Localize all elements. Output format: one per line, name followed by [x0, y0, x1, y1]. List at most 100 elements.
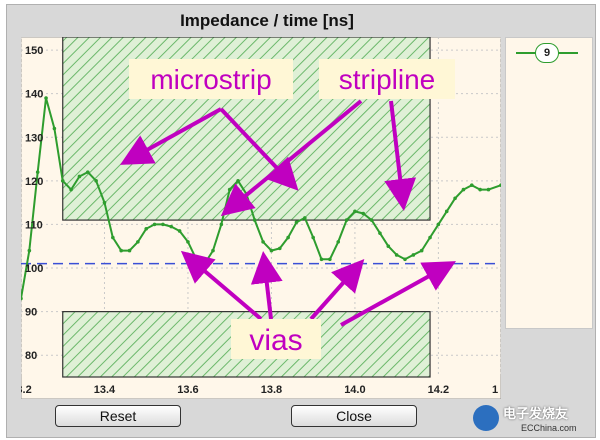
- data-point: [136, 240, 140, 244]
- data-point: [294, 220, 299, 225]
- y-tick-label: 150: [25, 45, 43, 57]
- data-point: [261, 240, 265, 244]
- x-tick-label: 13.6: [177, 384, 198, 396]
- data-point: [102, 200, 107, 205]
- stripline-arrow-2: [384, 100, 417, 211]
- data-point: [419, 248, 424, 253]
- data-point: [77, 174, 82, 179]
- data-point: [119, 248, 123, 253]
- data-point: [177, 229, 182, 233]
- data-point: [353, 209, 357, 214]
- stripline-label-bg: [319, 59, 455, 99]
- vias-label-bg: [231, 319, 321, 359]
- watermark-sub: ECChina.com: [521, 423, 577, 433]
- data-point: [444, 209, 449, 214]
- reset-button[interactable]: Reset: [55, 405, 181, 427]
- vias-arrow-3: [309, 259, 365, 321]
- data-point: [202, 261, 207, 266]
- data-point: [269, 248, 274, 253]
- data-point: [499, 183, 501, 188]
- data-point: [453, 196, 457, 201]
- legend-series-badge[interactable]: 9: [535, 43, 559, 63]
- close-button[interactable]: Close: [291, 405, 417, 427]
- vias-label: vias: [249, 324, 302, 357]
- data-point: [328, 257, 332, 262]
- data-point: [161, 222, 165, 227]
- data-point: [303, 216, 307, 220]
- data-point: [152, 222, 157, 227]
- y-tick-label: 80: [25, 350, 37, 362]
- impedance-window: Impedance / time [ns] 150 140 130 120 110 100…: [6, 4, 596, 438]
- data-point: [394, 253, 399, 257]
- annotations: microstrip stripline vias: [119, 59, 456, 359]
- microstrip-label: microstrip: [150, 64, 271, 95]
- watermark-logo-icon: [473, 405, 499, 431]
- data-point: [60, 179, 65, 183]
- data-point: [236, 179, 240, 183]
- y-tick-label: 130: [25, 132, 43, 144]
- data-point: [227, 187, 232, 192]
- data-point: [186, 240, 190, 244]
- data-point: [211, 248, 215, 253]
- data-point: [277, 246, 282, 251]
- stripline-label: stripline: [339, 64, 435, 95]
- x-tick-label: 13.4: [94, 384, 116, 396]
- data-point: [386, 244, 391, 249]
- data-point: [311, 235, 315, 240]
- data-point: [378, 231, 382, 235]
- data-point: [461, 187, 466, 192]
- data-point: [361, 211, 366, 216]
- data-point: [319, 257, 324, 262]
- y-tick-label: 140: [25, 89, 43, 101]
- data-point: [436, 222, 441, 227]
- data-point: [469, 183, 474, 188]
- data-point: [219, 222, 224, 227]
- data-point: [27, 248, 32, 253]
- x-tick-label: 13.8: [261, 384, 282, 396]
- data-point: [428, 235, 432, 240]
- data-point: [69, 187, 73, 192]
- chart-title: Impedance / time [ns]: [180, 11, 354, 30]
- vias-arrow-1: [180, 250, 263, 321]
- data-point: [486, 187, 491, 192]
- data-point: [369, 218, 374, 222]
- data-point: [111, 235, 115, 240]
- data-point: [35, 170, 40, 174]
- data-point: [252, 218, 257, 222]
- data-point: [411, 253, 416, 257]
- data-point: [144, 226, 149, 231]
- vias-arrow-2: [250, 251, 283, 320]
- data-point: [127, 248, 132, 253]
- data-point: [336, 240, 341, 244]
- data-point: [403, 257, 407, 262]
- data-point: [344, 218, 349, 222]
- x-tick-label: 13.2: [21, 384, 32, 396]
- data-point: [169, 224, 174, 229]
- data-point: [85, 170, 90, 174]
- x-tick-label: 14.0: [344, 384, 365, 396]
- data-point: [286, 235, 290, 240]
- microstrip-arrow-2: [219, 107, 299, 191]
- y-tick-labels: 150 140 130 120 110 100 90 80: [25, 45, 43, 362]
- data-point: [478, 187, 482, 192]
- microstrip-label-bg: [129, 59, 293, 99]
- y-tick-label: 90: [25, 307, 37, 319]
- x-tick-label: 14.2: [428, 384, 449, 396]
- watermark: 电子发烧友 ECChina.com: [473, 403, 599, 439]
- y-tick-label: 110: [25, 219, 43, 231]
- stripline-arrow-1: [220, 99, 363, 217]
- vias-arrow-4: [340, 261, 456, 327]
- series-line-9: [21, 97, 501, 299]
- y-tick-label: 100: [25, 263, 43, 275]
- microstrip-arrow-1: [119, 107, 222, 165]
- legend-panel: 9: [505, 37, 593, 329]
- data-point: [44, 96, 48, 100]
- x-tick-labels: 13.2 13.4 13.6 13.8 14.0 14.2 1: [21, 384, 498, 396]
- data-point: [21, 296, 23, 301]
- x-tick-label: 1: [492, 384, 498, 396]
- data-point: [52, 126, 57, 131]
- watermark-text: 电子发烧友: [503, 406, 569, 421]
- data-point: [94, 179, 98, 183]
- y-tick-label: 120: [25, 176, 43, 188]
